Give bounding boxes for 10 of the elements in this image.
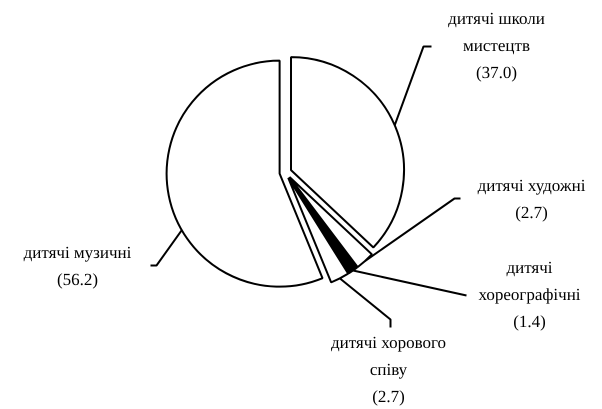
- slice-label: дитячі художні: [478, 176, 586, 195]
- slice-label: дитячі школи мистецтв: [448, 9, 545, 55]
- data-label: (37.0): [476, 63, 518, 82]
- data-label: (56.2): [56, 270, 98, 289]
- data-label: (2.7): [372, 387, 405, 406]
- slice-label: дитячі хорового співу: [330, 333, 446, 379]
- slice-label: дитячі хореографічні: [478, 258, 581, 304]
- data-label: (1.4): [513, 312, 546, 331]
- slice-label: дитячі музичні: [24, 243, 132, 262]
- data-label: (2.7): [515, 203, 548, 222]
